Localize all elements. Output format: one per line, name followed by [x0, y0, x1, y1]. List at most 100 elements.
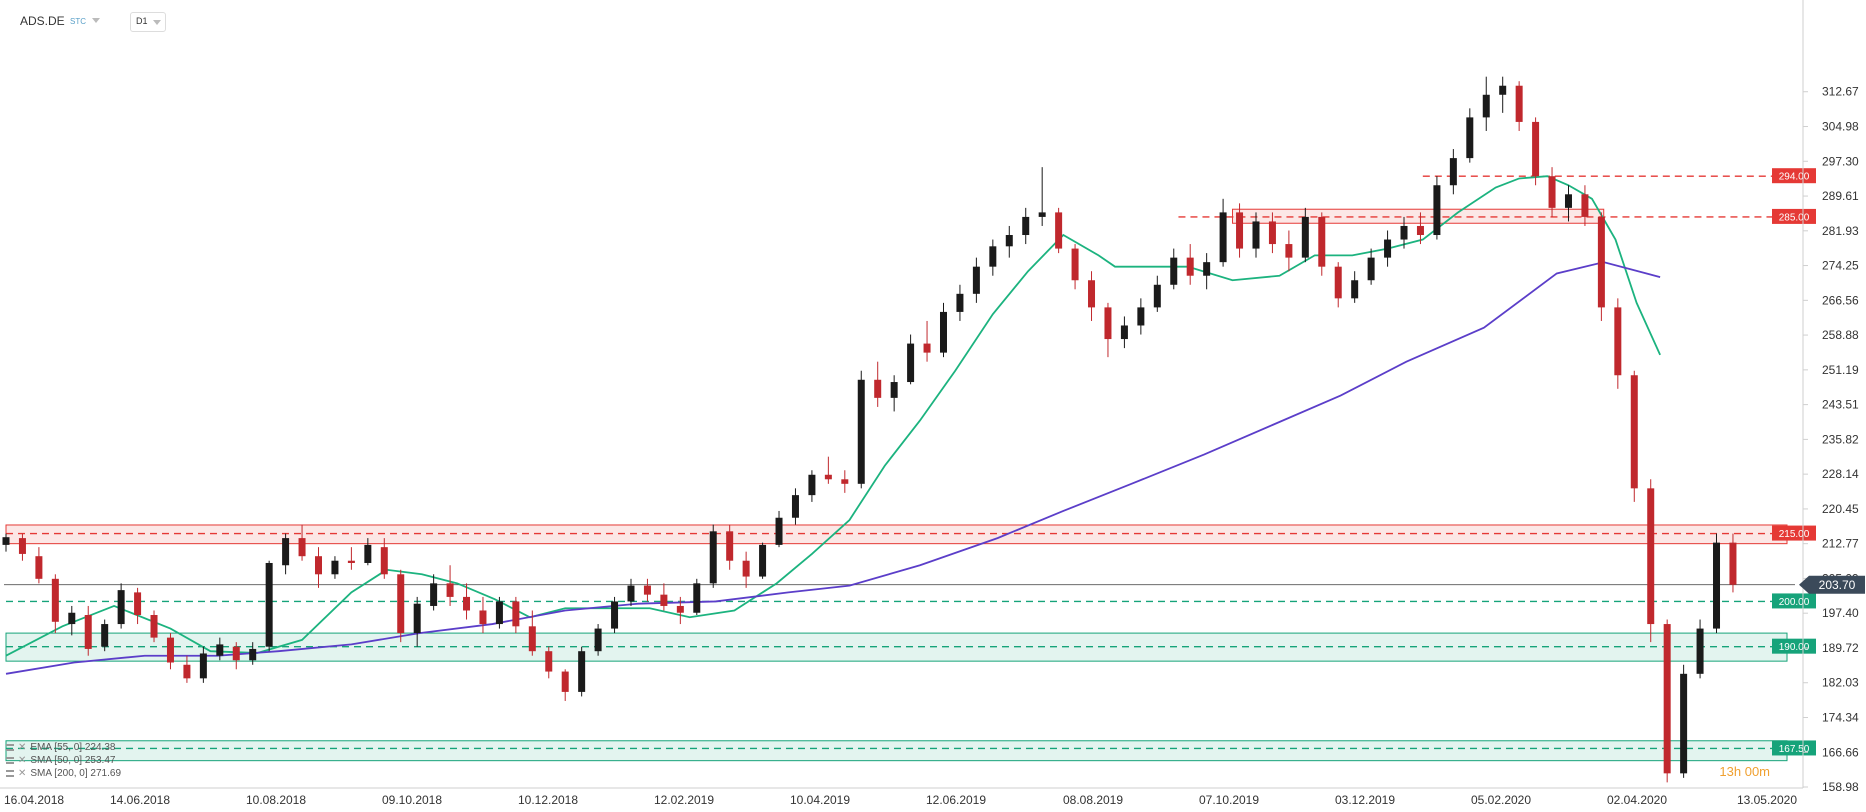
candle-body — [1466, 117, 1474, 159]
indicator-legend-ema[interactable]: ✕ EMA [55, 0] 224.38 — [6, 742, 115, 753]
candle — [808, 470, 816, 502]
candle-body — [35, 556, 43, 579]
indicator-legend-sma200[interactable]: ✕ SMA [200, 0] 271.69 — [6, 768, 121, 779]
close-icon[interactable]: ✕ — [18, 768, 27, 779]
candle — [134, 587, 142, 625]
indicator-menu-icon[interactable] — [6, 757, 14, 764]
x-tick-label: 14.06.2018 — [110, 793, 170, 807]
candle — [1005, 225, 1013, 258]
candle-body — [495, 601, 503, 625]
timeframe-selector[interactable]: D1 — [130, 12, 166, 32]
candle-body — [430, 583, 438, 606]
candle-body — [1285, 244, 1293, 258]
candle — [1532, 117, 1540, 186]
candle-body — [249, 648, 257, 661]
candle-body — [1186, 257, 1194, 276]
indicator-menu-icon[interactable] — [6, 744, 14, 751]
candle-body — [1499, 85, 1507, 95]
level-label-box — [1772, 593, 1816, 609]
candle-body — [265, 562, 273, 647]
candle-body — [1104, 307, 1112, 340]
candle — [298, 524, 306, 561]
candle-body — [1252, 221, 1260, 249]
y-tick-label: 158.98 — [1822, 780, 1859, 794]
candle — [1597, 212, 1605, 321]
candle — [742, 551, 750, 588]
candle — [627, 578, 635, 606]
x-tick-label: 02.04.2020 — [1607, 793, 1667, 807]
candle — [1548, 167, 1556, 217]
candle-body — [166, 637, 174, 663]
level-label-box — [1772, 638, 1816, 654]
level-label: 167.50 — [1779, 744, 1810, 755]
indicator-label: SMA [200, 0] 271.69 — [30, 768, 122, 779]
close-icon[interactable]: ✕ — [18, 742, 27, 753]
x-tick-label: 10.08.2018 — [246, 793, 306, 807]
indicator-menu-icon[interactable] — [6, 770, 14, 777]
candle-body — [907, 343, 915, 383]
candle — [1038, 167, 1046, 226]
candle — [1713, 533, 1721, 634]
candle-body — [1137, 307, 1145, 326]
candle — [1449, 149, 1457, 195]
y-tick-label: 197.40 — [1822, 606, 1859, 620]
candle — [1351, 271, 1359, 303]
candle-body — [726, 531, 734, 561]
candle — [1334, 262, 1342, 308]
candle — [314, 547, 322, 588]
symbol-label[interactable]: ADS.DE — [20, 14, 65, 28]
candle — [1071, 244, 1079, 290]
y-tick-label: 212.77 — [1822, 537, 1859, 551]
timeframe-label: D1 — [136, 16, 148, 26]
level-label-box — [1772, 168, 1816, 184]
candle-body — [989, 246, 997, 267]
candle-body — [1416, 225, 1424, 236]
zone-support — [5, 740, 1788, 762]
candle — [68, 605, 76, 636]
level-label: 200.00 — [1779, 597, 1810, 608]
candle — [463, 583, 471, 620]
candle-body — [117, 590, 125, 625]
level-label-box — [1772, 525, 1816, 541]
candle-body — [1433, 185, 1441, 236]
x-tick-label: 08.08.2019 — [1063, 793, 1123, 807]
candle-body — [1696, 628, 1704, 674]
candle-body — [1532, 121, 1540, 177]
candle — [972, 257, 980, 303]
candle-body — [972, 266, 980, 294]
candle — [1104, 302, 1112, 358]
candle — [561, 669, 569, 701]
candle — [413, 596, 421, 647]
candle-body — [298, 538, 306, 557]
candle-body — [446, 583, 454, 597]
x-tick-label: 03.12.2019 — [1335, 793, 1395, 807]
candle — [1729, 533, 1737, 593]
candle-body — [643, 585, 651, 595]
y-tick-label: 289.61 — [1822, 189, 1859, 203]
timeframe-chevron-down-icon — [153, 20, 161, 25]
x-tick-label: 07.10.2019 — [1199, 793, 1259, 807]
candle-body — [1351, 280, 1359, 299]
candle-body — [84, 615, 92, 649]
candle — [1088, 271, 1096, 321]
candle — [726, 524, 734, 570]
candle-body — [18, 538, 26, 554]
candle — [1203, 253, 1211, 290]
candle — [199, 646, 207, 683]
candle — [1433, 176, 1441, 240]
candle — [495, 596, 503, 629]
candle — [364, 538, 372, 566]
candle — [479, 596, 487, 634]
candle-body — [1120, 325, 1128, 340]
candle — [35, 547, 43, 584]
level-label: 285.00 — [1779, 212, 1810, 223]
close-icon[interactable]: ✕ — [18, 755, 27, 766]
candle-body — [331, 560, 339, 575]
y-tick-label: 174.34 — [1822, 711, 1859, 725]
candle-body — [824, 474, 832, 480]
indicator-legend-sma50[interactable]: ✕ SMA [50, 0] 253.47 — [6, 755, 115, 766]
candle-body — [578, 651, 586, 692]
symbol-dropdown-chevron-down-icon[interactable] — [92, 18, 100, 23]
candle-body — [1384, 239, 1392, 258]
